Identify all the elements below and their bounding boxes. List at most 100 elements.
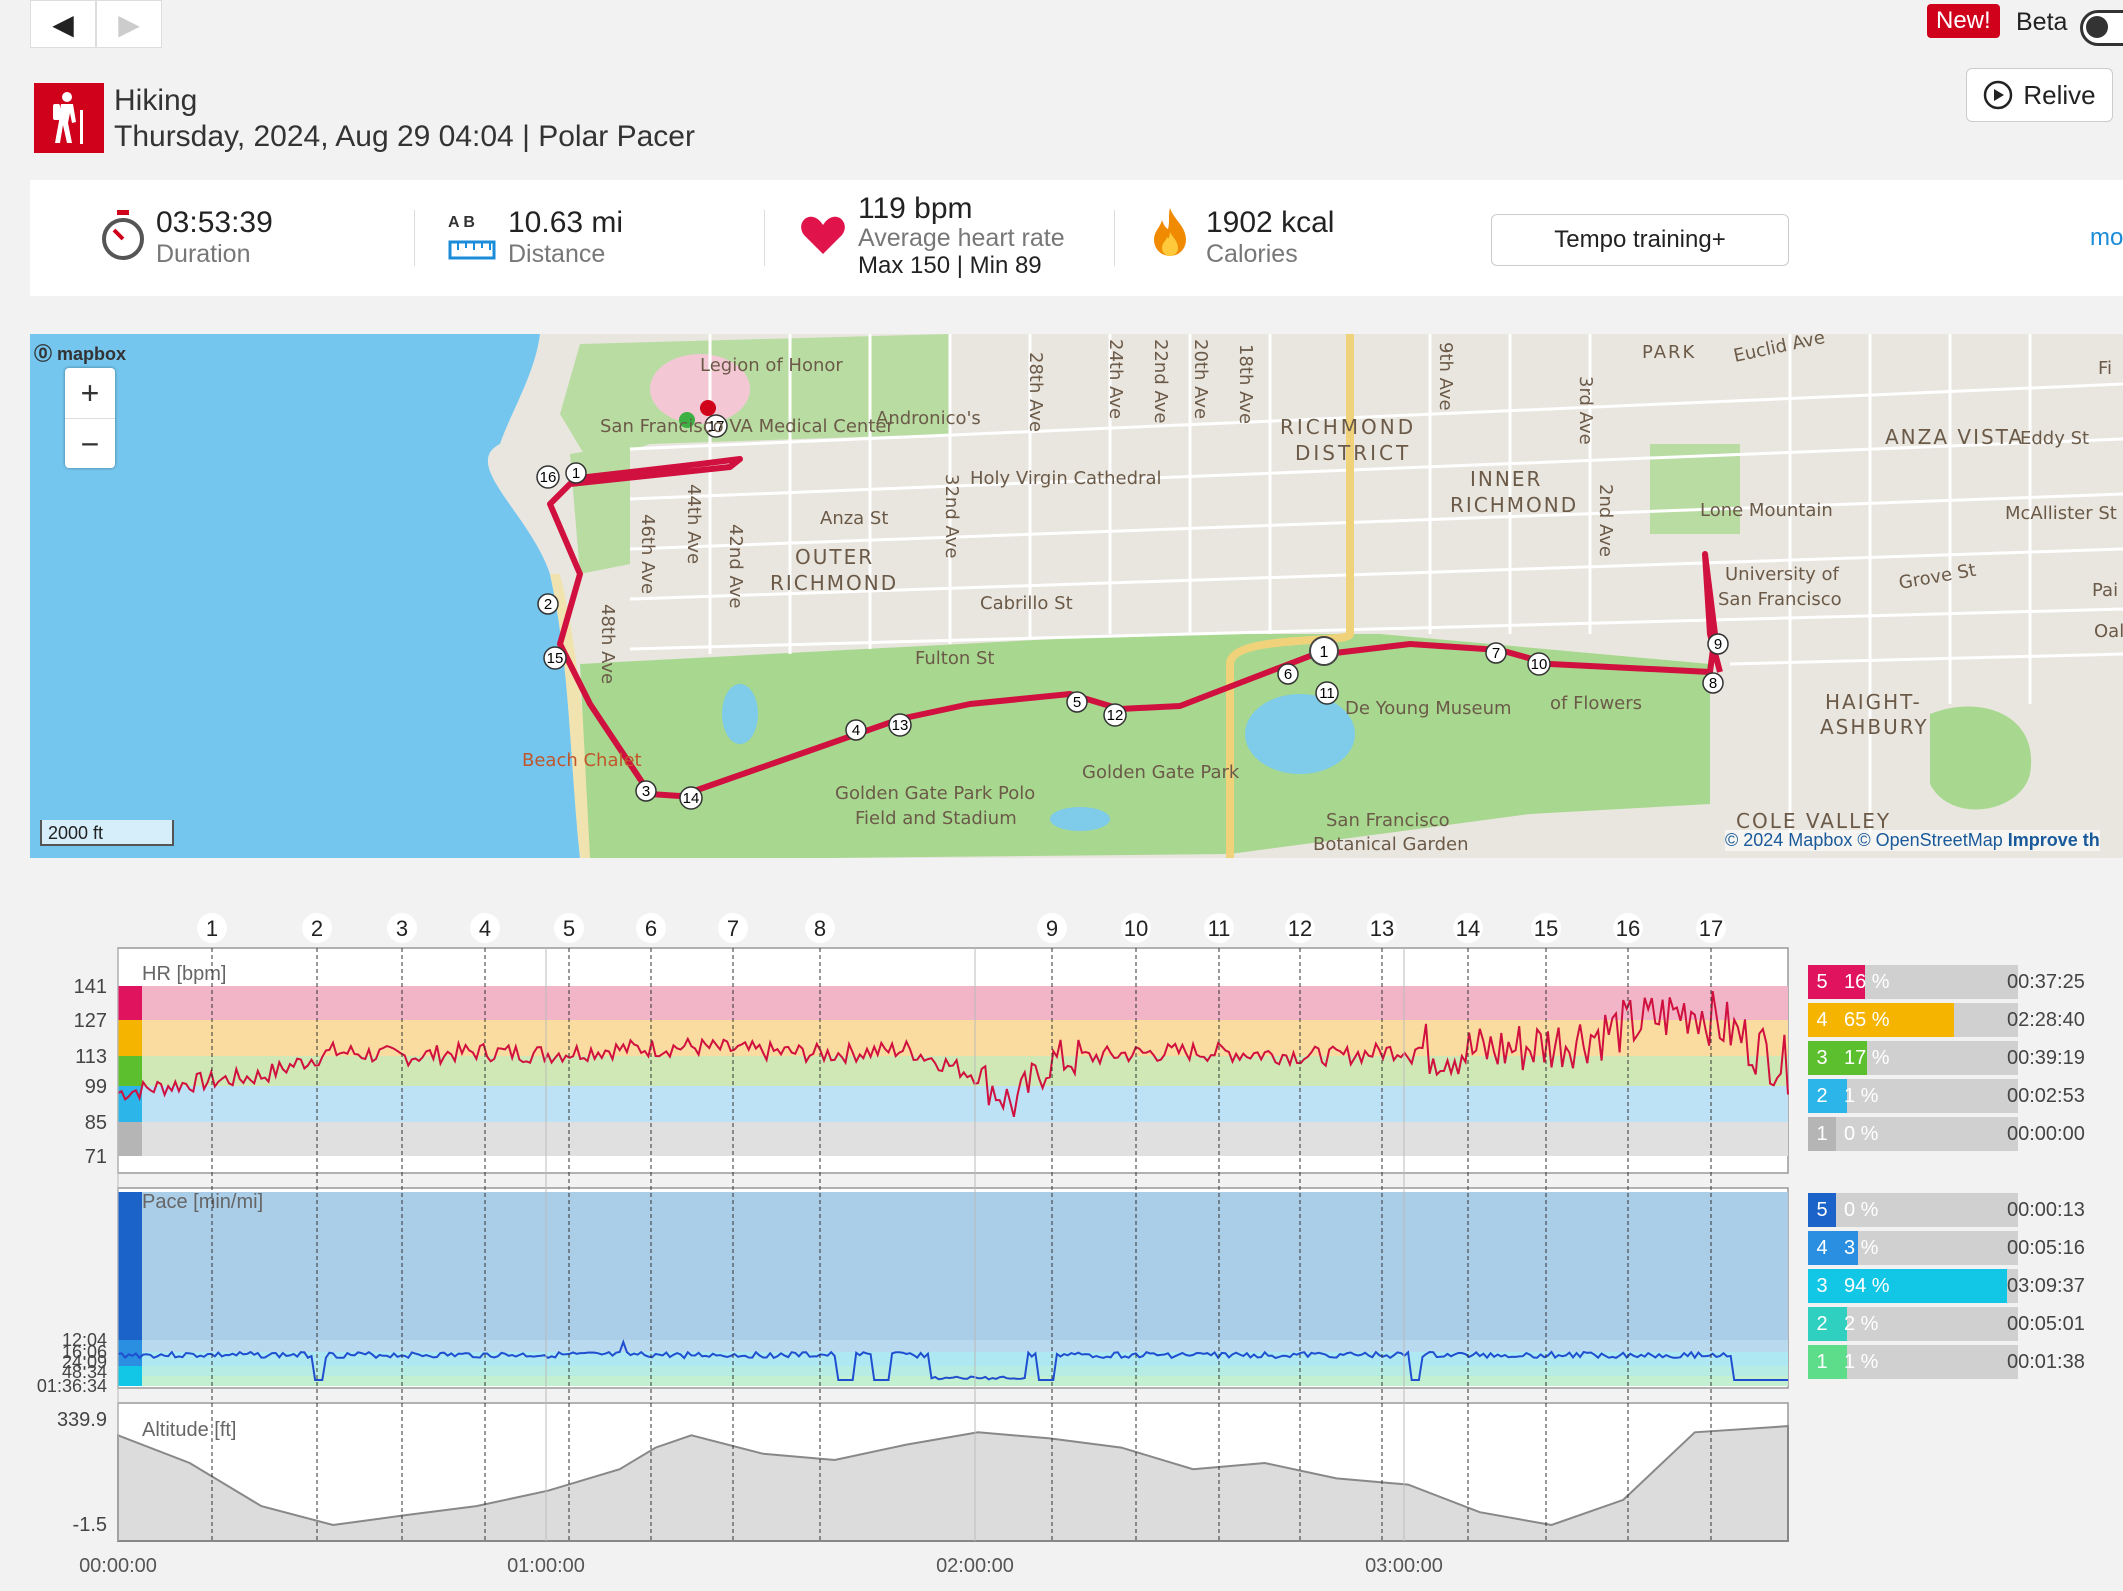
svg-text:3: 3 xyxy=(642,783,650,800)
lap-marker[interactable]: 8 xyxy=(805,913,835,1541)
svg-text:9: 9 xyxy=(1046,916,1058,941)
route-marker[interactable]: 10 xyxy=(1527,652,1551,676)
zone-percent: 16 % xyxy=(1844,971,1890,993)
osm-attribution[interactable]: © OpenStreetMap xyxy=(1857,830,2003,850)
svg-text:3: 3 xyxy=(396,916,408,941)
svg-text:28th Ave: 28th Ave xyxy=(1025,352,1046,432)
heart-rate-stat: 119 bpm Average heart rate Max 150 | Min… xyxy=(800,180,1120,296)
zone-percent: 1 % xyxy=(1844,1351,1879,1373)
zone-bar-fill xyxy=(1836,1231,1858,1265)
lap-marker[interactable]: 7 xyxy=(718,913,748,1541)
svg-text:20th Ave: 20th Ave xyxy=(1190,339,1211,419)
lap-marker[interactable]: 9 xyxy=(1037,913,1067,1541)
svg-text:15: 15 xyxy=(547,650,564,667)
svg-text:44th Ave: 44th Ave xyxy=(683,484,704,564)
zone-bar: 65 % xyxy=(1836,1003,2018,1037)
route-marker[interactable]: 14 xyxy=(679,786,703,810)
route-marker[interactable]: 6 xyxy=(1277,663,1299,685)
svg-text:7: 7 xyxy=(1492,645,1500,662)
forward-button[interactable]: ▶ xyxy=(96,0,162,48)
zone-bar: 94 % xyxy=(1836,1269,2018,1303)
svg-text:2nd Ave: 2nd Ave xyxy=(1595,484,1616,557)
duration-value: 03:53:39 xyxy=(156,206,273,239)
more-link[interactable]: mo xyxy=(2090,224,2123,251)
zone-number: 4 xyxy=(1808,1231,1836,1265)
calories-label: Calories xyxy=(1206,240,1298,268)
zone-percent: 65 % xyxy=(1844,1009,1890,1031)
route-marker[interactable]: 15 xyxy=(543,646,567,670)
svg-text:Fulton St: Fulton St xyxy=(915,648,994,669)
hr-max-min: Max 150 | Min 89 xyxy=(858,252,1042,279)
zoom-out-button[interactable]: − xyxy=(80,425,100,462)
lap-marker[interactable]: 17 xyxy=(1696,913,1726,1541)
svg-text:HAIGHT-: HAIGHT- xyxy=(1825,690,1922,714)
zone-bar-fill xyxy=(1836,1345,1847,1379)
route-marker[interactable]: 8 xyxy=(1702,672,1724,694)
zone-number: 4 xyxy=(1808,1003,1836,1037)
pace-ytick-label: 12:04 xyxy=(62,1330,107,1350)
zone-bar-fill xyxy=(1836,965,1866,999)
svg-text:OUTER: OUTER xyxy=(795,545,874,569)
route-marker[interactable]: 9 xyxy=(1707,633,1729,655)
svg-text:Andronico's: Andronico's xyxy=(876,408,981,429)
svg-text:3rd Ave: 3rd Ave xyxy=(1575,376,1596,445)
lap-marker[interactable]: 14 xyxy=(1453,913,1483,1541)
route-marker[interactable]: 12 xyxy=(1103,703,1127,727)
zone-number: 3 xyxy=(1808,1269,1836,1303)
route-marker[interactable]: 3 xyxy=(635,780,657,802)
svg-text:8: 8 xyxy=(1709,675,1717,692)
route-marker[interactable]: 5 xyxy=(1066,691,1088,713)
lap-marker[interactable]: 12 xyxy=(1285,913,1315,1541)
improve-map-link[interactable]: Improve th xyxy=(2007,830,2100,850)
zone-bar-fill xyxy=(1836,1307,1847,1341)
mapbox-attribution[interactable]: © 2024 Mapbox xyxy=(1725,830,1853,850)
svg-text:8: 8 xyxy=(814,916,826,941)
svg-text:13: 13 xyxy=(892,717,909,734)
back-button[interactable]: ◀ xyxy=(30,0,96,48)
lap-marker[interactable]: 6 xyxy=(636,913,666,1541)
svg-text:10: 10 xyxy=(1531,656,1548,673)
svg-text:17: 17 xyxy=(708,418,725,435)
beta-label: Beta xyxy=(2016,8,2068,36)
zoom-in-button[interactable]: + xyxy=(65,368,115,419)
route-marker[interactable]: 16 xyxy=(536,465,560,489)
lap-marker[interactable]: 16 xyxy=(1613,913,1643,1541)
beta-toggle[interactable] xyxy=(2080,10,2123,46)
zone-bar-fill xyxy=(1836,1003,1955,1037)
mapbox-logo: ⓪ mapbox xyxy=(34,344,127,364)
route-marker[interactable]: 17 xyxy=(704,414,728,438)
altitude-area xyxy=(117,1425,1789,1542)
svg-text:16: 16 xyxy=(540,469,557,486)
route-marker[interactable]: 13 xyxy=(888,713,912,737)
x-tick-label: 02:00:00 xyxy=(936,1555,1014,1577)
lap-marker[interactable]: 10 xyxy=(1121,913,1151,1541)
lap-marker[interactable]: 5 xyxy=(554,913,584,1541)
lap-marker[interactable]: 1 xyxy=(197,913,227,1541)
zone-percent: 94 % xyxy=(1844,1275,1890,1297)
zone-time: 00:39:19 xyxy=(2007,1047,2085,1069)
route-marker[interactable]: 11 xyxy=(1315,681,1339,705)
distance-value: 10.63 mi xyxy=(508,206,624,239)
svg-text:University of: University of xyxy=(1725,564,1840,585)
route-marker[interactable]: 4 xyxy=(845,719,867,741)
route-marker[interactable]: 1 xyxy=(565,462,587,484)
lap-marker[interactable]: 4 xyxy=(470,913,500,1541)
lap-marker[interactable]: 13 xyxy=(1367,913,1397,1541)
svg-text:Anza St: Anza St xyxy=(820,508,888,529)
svg-text:Fi: Fi xyxy=(2098,358,2112,379)
lap-marker[interactable]: 3 xyxy=(387,913,417,1541)
svg-text:Golden Gate Park: Golden Gate Park xyxy=(1082,762,1240,783)
stopwatch-icon xyxy=(102,210,144,260)
route-marker[interactable]: 2 xyxy=(537,593,559,615)
route-map[interactable]: 1 2 3 4 5 6 7 8 9 10 11 12 13 14 15 16 1… xyxy=(30,334,2123,858)
finish-marker xyxy=(700,400,716,416)
lap-marker[interactable]: 2 xyxy=(302,913,332,1541)
route-marker[interactable]: 7 xyxy=(1485,642,1507,664)
svg-text:1: 1 xyxy=(1320,644,1329,661)
lap-marker[interactable]: 15 xyxy=(1531,913,1561,1541)
relive-button[interactable]: Relive xyxy=(1966,68,2113,122)
tempo-training-button[interactable]: Tempo training+ xyxy=(1491,214,1789,266)
svg-text:14: 14 xyxy=(683,790,700,807)
lap-marker[interactable]: 11 xyxy=(1204,913,1234,1541)
